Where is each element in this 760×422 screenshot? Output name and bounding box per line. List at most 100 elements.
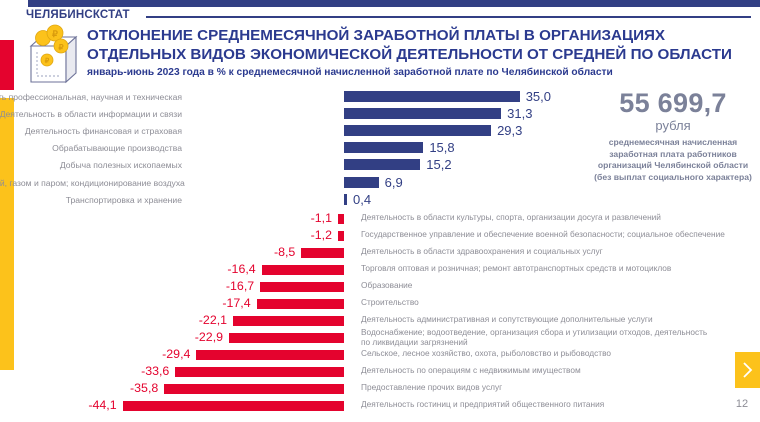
bar-value: -35,8 bbox=[130, 381, 159, 395]
bar-value: -1,2 bbox=[310, 228, 332, 242]
stat-number: 55 699,7 bbox=[619, 88, 727, 118]
bar-label: Обрабатывающие производства bbox=[52, 143, 182, 154]
bar-negative bbox=[301, 248, 344, 258]
average-salary-stat: 55 699,7 рубля среднемесячная начисленна… bbox=[586, 88, 760, 183]
bar-value: -33,6 bbox=[141, 364, 170, 378]
bar-negative bbox=[122, 401, 344, 411]
chart-row-negative: -8,5 Деятельность в области здравоохранен… bbox=[0, 245, 760, 261]
chart-row-negative: -29,4 Сельское, лесное хозяйство, охота, … bbox=[0, 347, 760, 363]
deviation-bar-chart: Деятельность профессиональная, научная и… bbox=[0, 88, 760, 422]
bar-value: 35,0 bbox=[525, 89, 551, 104]
bar-negative bbox=[175, 367, 344, 377]
bar-positive bbox=[344, 108, 502, 120]
bar-positive bbox=[344, 193, 347, 205]
bar-label: Сельское, лесное хозяйство, охота, рыбол… bbox=[361, 348, 612, 358]
header-divider-rule bbox=[146, 16, 751, 18]
bar-positive bbox=[344, 125, 492, 137]
bar-label: Деятельность финансовая и страховая bbox=[24, 126, 182, 137]
bar-value: -17,4 bbox=[222, 296, 251, 310]
chart-row-positive: Деятельность профессиональная, научная и… bbox=[0, 89, 600, 104]
bar-value: 15,2 bbox=[426, 157, 452, 173]
chart-row-positive: Добыча полезных ископаемых 15,2 bbox=[0, 157, 600, 173]
bar-positive bbox=[344, 91, 520, 102]
chart-row-negative: -16,4 Торговля оптовая и розничная; ремон… bbox=[0, 262, 760, 278]
bar-label: Предоставление прочих видов услуг bbox=[361, 382, 503, 392]
bar-label-line-2: по ликвидации загрязнений bbox=[361, 336, 468, 347]
bar-label: Деятельность в области здравоохранения и… bbox=[361, 246, 603, 256]
svg-text:₽: ₽ bbox=[58, 43, 63, 52]
bar-negative bbox=[196, 350, 344, 360]
chart-row-positive: Деятельность в области информации и связ… bbox=[0, 106, 600, 122]
stat-description-line-1: среднемесячная начисленная bbox=[608, 137, 738, 147]
bar-label: Деятельность профессиональная, научная и… bbox=[0, 92, 182, 102]
bar-label: Обеспечение электрической энергией, газо… bbox=[0, 177, 185, 188]
bar-label: Государственное управление и обеспечение… bbox=[361, 229, 725, 239]
bar-label: Деятельность гостиниц и предприятий обще… bbox=[361, 399, 605, 409]
bar-label: Транспортировка и хранение bbox=[65, 194, 182, 205]
next-slide-button[interactable] bbox=[735, 352, 760, 388]
bar-value: 15,8 bbox=[429, 140, 455, 156]
chart-row-negative: -35,8 Предоставление прочих видов услуг bbox=[0, 381, 760, 397]
bar-label-line-1: Водоснабжение; водоотведение, организаци… bbox=[361, 327, 708, 337]
bar-positive bbox=[344, 159, 421, 171]
page-number: 12 bbox=[735, 398, 749, 410]
chart-row-negative: -1,1 Деятельность в области культуры, спо… bbox=[0, 211, 760, 227]
chart-row-negative: -44,1 Деятельность гостиниц и предприятий… bbox=[0, 398, 760, 414]
chart-row-negative: -16,7 Образование bbox=[0, 279, 760, 295]
chart-row-positive: Деятельность финансовая и страховая 29,3 bbox=[0, 123, 600, 139]
stat-unit: рубля bbox=[655, 118, 691, 133]
bar-value: -22,1 bbox=[198, 313, 228, 327]
page-title-line-1: ОТКЛОНЕНИЕ СРЕДНЕМЕСЯЧНОЙ ЗАРАБОТНОЙ ПЛА… bbox=[87, 27, 666, 44]
stat-description-line-4: (без выплат социального характера) bbox=[594, 171, 752, 182]
stat-description-line-2: заработная плата работников bbox=[609, 148, 737, 159]
chart-row-negative: -1,2 Государственное управление и обеспеч… bbox=[0, 228, 760, 244]
chart-row-negative: -22,1 Деятельность административная и соп… bbox=[0, 313, 760, 329]
bar-negative bbox=[233, 316, 344, 326]
organization-name: ЧЕЛЯБИНСКСТАТ bbox=[26, 9, 130, 21]
bar-value: -1,1 bbox=[310, 211, 332, 225]
bar-label: Деятельность в области информации и связ… bbox=[0, 109, 182, 120]
stat-description-line-3: организаций Челябинской области bbox=[597, 160, 749, 170]
bar-label: Водоснабжение; водоотведение, организаци… bbox=[361, 327, 736, 347]
bar-value: 0,4 bbox=[353, 191, 372, 207]
bar-negative bbox=[256, 299, 344, 309]
bar-label: Деятельность по операциям с недвижимым и… bbox=[361, 365, 581, 375]
chart-row-negative: -22,9 Водоснабжение; водоотведение, орган… bbox=[0, 327, 760, 347]
chart-row-positive: Обрабатывающие производства 15,8 bbox=[0, 140, 600, 156]
top-accent-bar bbox=[28, 0, 760, 7]
bar-value: 31,3 bbox=[507, 106, 533, 122]
money-box-with-coins-icon: ₽ ₽ ₽ bbox=[28, 24, 86, 86]
bar-positive bbox=[344, 176, 379, 188]
svg-text:₽: ₽ bbox=[52, 29, 58, 39]
svg-text:₽: ₽ bbox=[45, 57, 50, 65]
bar-label: Деятельность в области культуры, спорта,… bbox=[361, 212, 661, 222]
chart-row-positive: Транспортировка и хранение 0,4 bbox=[0, 191, 600, 207]
bar-label: Образование bbox=[361, 280, 413, 290]
bar-negative bbox=[229, 333, 344, 343]
bar-value: -22,9 bbox=[194, 330, 224, 344]
bar-value: -29,4 bbox=[162, 347, 191, 361]
chevron-right-icon bbox=[743, 362, 753, 378]
bar-label: Торговля оптовая и розничная; ремонт авт… bbox=[361, 263, 672, 273]
stat-description: среднемесячная начисленная заработная пл… bbox=[586, 137, 760, 183]
bar-negative bbox=[337, 231, 344, 241]
bar-positive bbox=[344, 142, 424, 154]
bar-value: -16,7 bbox=[225, 279, 255, 293]
bar-negative bbox=[338, 214, 344, 224]
chart-row-positive: Обеспечение электрической энергией, газо… bbox=[0, 174, 600, 190]
chart-row-negative: -33,6 Деятельность по операциям с недвижи… bbox=[0, 364, 760, 380]
left-red-stripe bbox=[0, 40, 14, 90]
bar-value: 6,9 bbox=[384, 174, 403, 190]
chart-row-negative: -17,4 Строительство bbox=[0, 296, 760, 312]
bar-negative bbox=[260, 282, 344, 292]
page-title-line-2: ОТДЕЛЬНЫХ ВИДОВ ЭКОНОМИЧЕСКОЙ ДЕЯТЕЛЬНОС… bbox=[87, 46, 732, 63]
bar-label: Строительство bbox=[361, 297, 419, 307]
page-subtitle: январь-июнь 2023 года в % к среднемесячн… bbox=[87, 67, 613, 78]
bar-negative bbox=[261, 265, 344, 275]
left-yellow-stripe bbox=[0, 98, 14, 370]
bar-value: 29,3 bbox=[497, 123, 523, 139]
bar-negative bbox=[164, 384, 344, 394]
bar-label: Добыча полезных ископаемых bbox=[59, 160, 182, 171]
bar-value: -8,5 bbox=[273, 245, 296, 259]
